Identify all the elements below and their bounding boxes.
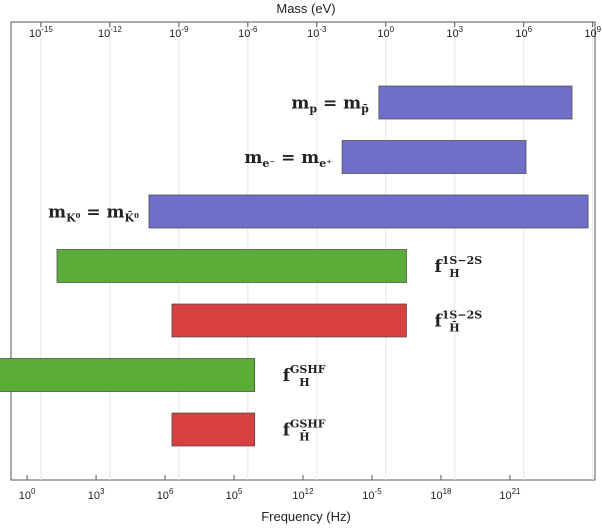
bottom-axis-title: Frequency (Hz)	[261, 509, 351, 524]
bottom-tick-label: 106	[157, 487, 174, 502]
bottom-tick-label: 10-5	[362, 487, 382, 502]
bar	[171, 412, 256, 447]
bar-label: mK⁰ = mK̄⁰	[48, 203, 139, 225]
top-axis-title: Mass (eV)	[276, 1, 335, 16]
bottom-tick-label: 1021	[499, 487, 521, 502]
bar-label: me⁻ = me⁺	[244, 148, 332, 170]
bottom-tick-label: 1018	[430, 487, 452, 502]
bar	[378, 85, 573, 120]
bar-label: mp = mp̄	[291, 94, 369, 116]
bar	[171, 303, 407, 338]
bottom-tick-label: 105	[226, 487, 243, 502]
bottom-tick-label: 1012	[292, 487, 314, 502]
top-tick-label: 109	[584, 25, 601, 40]
bottom-tick-label: 100	[19, 487, 36, 502]
bar	[341, 140, 527, 174]
bars	[0, 85, 589, 447]
bar	[148, 194, 589, 229]
bar	[56, 249, 407, 283]
bottom-tick-label: 103	[88, 487, 105, 502]
bar	[0, 358, 256, 392]
